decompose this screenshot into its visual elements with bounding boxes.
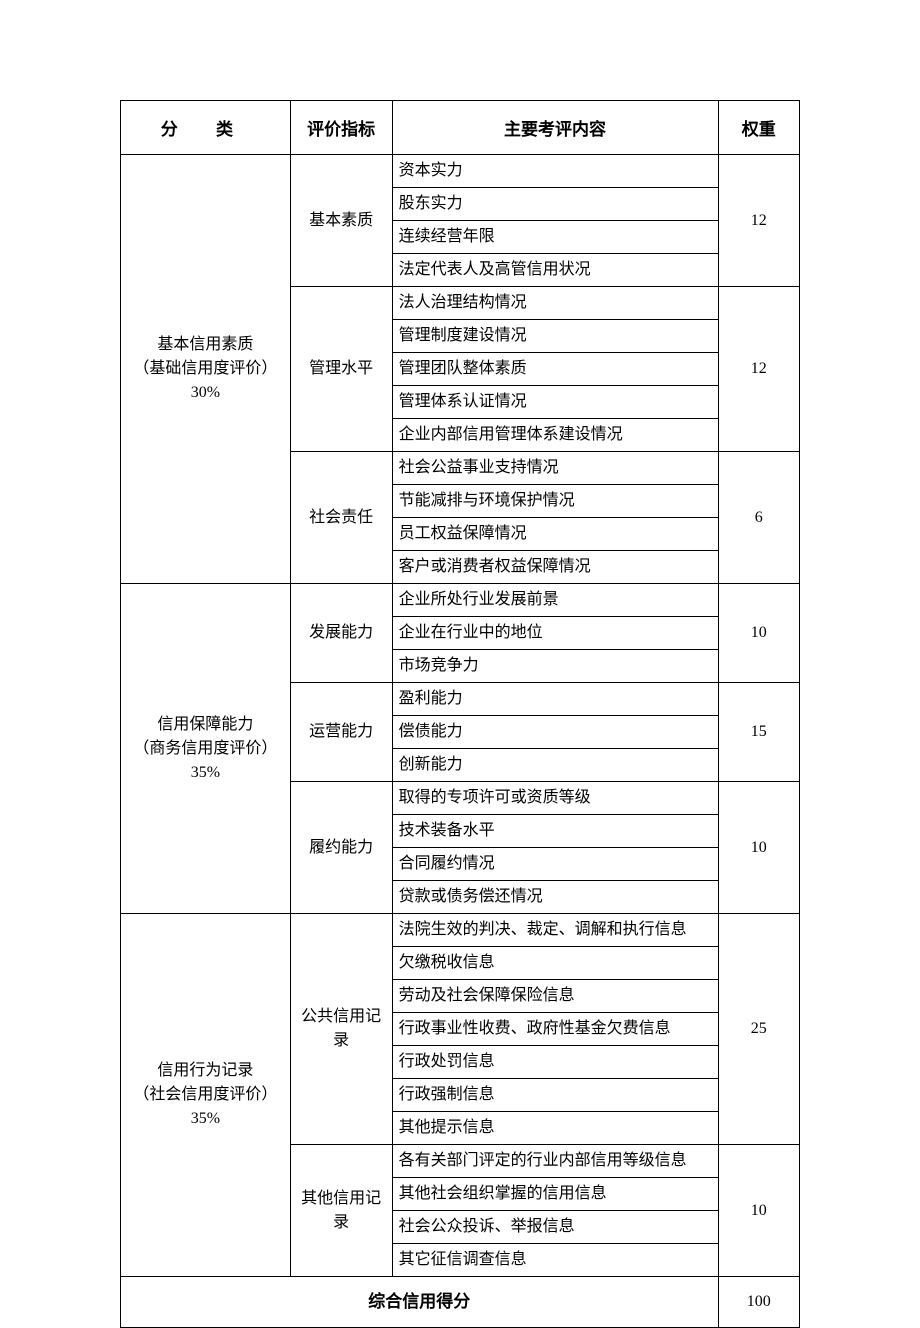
- weight-cell: 15: [718, 683, 800, 782]
- indicator-cell: 履约能力: [290, 782, 392, 914]
- category-cell: 基本信用素质 （基础信用度评价） 30%: [121, 155, 291, 584]
- content-cell: 企业所处行业发展前景: [392, 584, 718, 617]
- weight-cell: 12: [718, 287, 800, 452]
- weight-cell: 10: [718, 584, 800, 683]
- category-percent: 30%: [127, 381, 284, 405]
- indicator-cell: 基本素质: [290, 155, 392, 287]
- indicator-cell: 运营能力: [290, 683, 392, 782]
- indicator-cell: 社会责任: [290, 452, 392, 584]
- content-cell: 其它征信调查信息: [392, 1244, 718, 1277]
- table-body: 基本信用素质 （基础信用度评价） 30% 基本素质 资本实力 12 股东实力 连…: [121, 155, 800, 1328]
- content-cell: 法定代表人及高管信用状况: [392, 254, 718, 287]
- content-cell: 管理制度建设情况: [392, 320, 718, 353]
- content-cell: 股东实力: [392, 188, 718, 221]
- content-cell: 技术装备水平: [392, 815, 718, 848]
- table-header-row: 分 类 评价指标 主要考评内容 权重: [121, 101, 800, 155]
- category-title: 信用保障能力: [127, 713, 284, 737]
- content-cell: 行政强制信息: [392, 1079, 718, 1112]
- content-cell: 企业在行业中的地位: [392, 617, 718, 650]
- indicator-cell: 发展能力: [290, 584, 392, 683]
- indicator-cell: 其他信用记录: [290, 1145, 392, 1277]
- content-cell: 取得的专项许可或资质等级: [392, 782, 718, 815]
- category-percent: 35%: [127, 761, 284, 785]
- content-cell: 资本实力: [392, 155, 718, 188]
- category-subtitle: （社会信用度评价）: [127, 1083, 284, 1107]
- indicator-cell: 管理水平: [290, 287, 392, 452]
- content-cell: 偿债能力: [392, 716, 718, 749]
- weight-cell: 6: [718, 452, 800, 584]
- content-cell: 企业内部信用管理体系建设情况: [392, 419, 718, 452]
- content-cell: 法院生效的判决、裁定、调解和执行信息: [392, 914, 718, 947]
- table-row: 基本信用素质 （基础信用度评价） 30% 基本素质 资本实力 12: [121, 155, 800, 188]
- category-subtitle: （基础信用度评价）: [127, 357, 284, 381]
- category-title: 信用行为记录: [127, 1059, 284, 1083]
- content-cell: 客户或消费者权益保障情况: [392, 551, 718, 584]
- content-cell: 各有关部门评定的行业内部信用等级信息: [392, 1145, 718, 1178]
- content-cell: 合同履约情况: [392, 848, 718, 881]
- header-indicator: 评价指标: [290, 101, 392, 155]
- header-category: 分 类: [121, 101, 291, 155]
- content-cell: 其他社会组织掌握的信用信息: [392, 1178, 718, 1211]
- content-cell: 管理团队整体素质: [392, 353, 718, 386]
- content-cell: 盈利能力: [392, 683, 718, 716]
- content-cell: 员工权益保障情况: [392, 518, 718, 551]
- content-cell: 欠缴税收信息: [392, 947, 718, 980]
- content-cell: 市场竞争力: [392, 650, 718, 683]
- weight-cell: 12: [718, 155, 800, 287]
- content-cell: 社会公益事业支持情况: [392, 452, 718, 485]
- content-cell: 其他提示信息: [392, 1112, 718, 1145]
- header-content: 主要考评内容: [392, 101, 718, 155]
- weight-cell: 25: [718, 914, 800, 1145]
- table-row: 信用保障能力 （商务信用度评价） 35% 发展能力 企业所处行业发展前景 10: [121, 584, 800, 617]
- indicator-cell: 公共信用记录: [290, 914, 392, 1145]
- content-cell: 劳动及社会保障保险信息: [392, 980, 718, 1013]
- weight-cell: 10: [718, 1145, 800, 1277]
- category-percent: 35%: [127, 1107, 284, 1131]
- credit-evaluation-table: 分 类 评价指标 主要考评内容 权重 基本信用素质 （基础信用度评价） 30% …: [120, 100, 800, 1328]
- content-cell: 法人治理结构情况: [392, 287, 718, 320]
- content-cell: 节能减排与环境保护情况: [392, 485, 718, 518]
- content-cell: 创新能力: [392, 749, 718, 782]
- category-cell: 信用行为记录 （社会信用度评价） 35%: [121, 914, 291, 1277]
- category-cell: 信用保障能力 （商务信用度评价） 35%: [121, 584, 291, 914]
- content-cell: 社会公众投诉、举报信息: [392, 1211, 718, 1244]
- content-cell: 行政事业性收费、政府性基金欠费信息: [392, 1013, 718, 1046]
- weight-cell: 10: [718, 782, 800, 914]
- category-subtitle: （商务信用度评价）: [127, 737, 284, 761]
- content-cell: 连续经营年限: [392, 221, 718, 254]
- header-weight: 权重: [718, 101, 800, 155]
- table-row: 信用行为记录 （社会信用度评价） 35% 公共信用记录 法院生效的判决、裁定、调…: [121, 914, 800, 947]
- content-cell: 贷款或债务偿还情况: [392, 881, 718, 914]
- content-cell: 管理体系认证情况: [392, 386, 718, 419]
- content-cell: 行政处罚信息: [392, 1046, 718, 1079]
- category-title: 基本信用素质: [127, 333, 284, 357]
